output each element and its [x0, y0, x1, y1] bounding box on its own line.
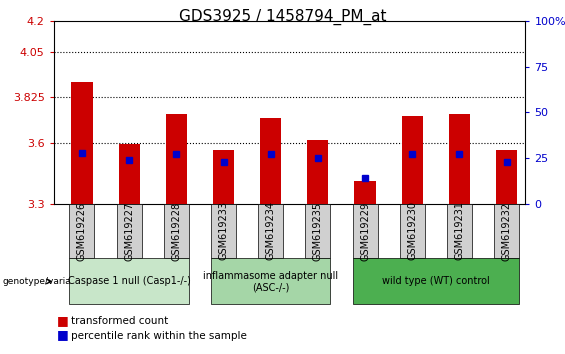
Bar: [402, 116, 423, 204]
Text: transformed count: transformed count: [71, 316, 168, 326]
Bar: [260, 119, 281, 204]
Bar: [213, 150, 234, 204]
Bar: [119, 144, 140, 204]
Text: genotype/variation: genotype/variation: [3, 277, 89, 286]
Bar: [166, 114, 187, 204]
Text: Caspase 1 null (Casp1-/-): Caspase 1 null (Casp1-/-): [68, 276, 190, 286]
Text: GSM619228: GSM619228: [171, 201, 181, 261]
Text: GSM619226: GSM619226: [77, 201, 87, 261]
Bar: [354, 181, 376, 204]
Bar: [496, 150, 517, 204]
Text: GSM619232: GSM619232: [502, 201, 511, 261]
Bar: [71, 82, 93, 204]
Text: ■: ■: [56, 328, 68, 341]
Text: GSM619234: GSM619234: [266, 201, 276, 261]
Text: percentile rank within the sample: percentile rank within the sample: [71, 331, 246, 341]
Text: GSM619235: GSM619235: [313, 201, 323, 261]
Text: GSM619230: GSM619230: [407, 201, 417, 261]
Text: inflammasome adapter null
(ASC-/-): inflammasome adapter null (ASC-/-): [203, 270, 338, 292]
Text: GSM619227: GSM619227: [124, 201, 134, 261]
Bar: [307, 140, 328, 204]
Text: wild type (WT) control: wild type (WT) control: [382, 276, 490, 286]
Bar: [449, 114, 470, 204]
Text: ■: ■: [56, 314, 68, 327]
Text: GSM619233: GSM619233: [219, 201, 228, 261]
Text: GSM619229: GSM619229: [360, 201, 370, 261]
Text: GSM619231: GSM619231: [454, 201, 464, 261]
Text: GDS3925 / 1458794_PM_at: GDS3925 / 1458794_PM_at: [179, 9, 386, 25]
